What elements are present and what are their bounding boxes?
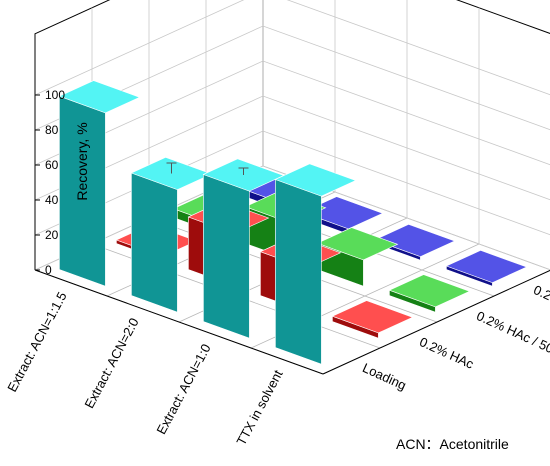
bar	[202, 158, 285, 339]
y-tick-label: 20	[45, 228, 59, 242]
bar-top-face	[331, 300, 414, 334]
x-category-label: Extract: ACN=2:0	[81, 315, 141, 410]
depth-axis-line	[322, 269, 550, 375]
depth-category-label: Loading	[360, 360, 408, 393]
bar	[445, 249, 528, 287]
depth-category-label: 0.2% HAc	[417, 334, 476, 372]
y-tick-label: 100	[45, 88, 65, 102]
bar	[388, 274, 471, 313]
bar-right-face	[275, 179, 322, 365]
wall-grid-line	[34, 165, 550, 271]
wall-grid-line	[34, 0, 550, 96]
bar-top-face	[445, 250, 528, 283]
bar-top-face	[388, 274, 471, 308]
y-axis-title: Recovery, %	[74, 122, 90, 200]
bar	[130, 156, 213, 313]
wall-grid-line	[34, 130, 550, 236]
wall-grid-line	[34, 95, 550, 201]
wall-grid-line	[34, 25, 550, 131]
bar	[331, 300, 414, 339]
x-category-label: Extract: ACN=1:1.5	[4, 289, 69, 394]
y-tick-label: 80	[45, 123, 59, 137]
bar-top-face	[58, 80, 141, 114]
x-axis-line	[34, 269, 324, 375]
bar	[274, 163, 357, 365]
y-tick-label: 40	[45, 193, 59, 207]
depth-category-label: 0.2% HAc / 50% ACN	[474, 308, 550, 373]
y-tick-label: 0	[45, 263, 52, 277]
y-tick-label: 60	[45, 158, 59, 172]
chart-bars	[58, 80, 528, 365]
bar-top-face	[316, 227, 399, 261]
wall-grid-line	[34, 60, 550, 166]
bar-top-face	[274, 163, 357, 197]
back-wall-outline	[34, 0, 550, 270]
bar-right-face	[203, 174, 250, 339]
x-category-label: Extract: ACN=1:0	[153, 341, 213, 436]
acronym-note: ACN：Acetonitrile	[396, 436, 509, 452]
bar	[58, 80, 141, 287]
x-category-label: TTX in solvent	[233, 367, 285, 448]
bar-right-face	[131, 172, 178, 313]
